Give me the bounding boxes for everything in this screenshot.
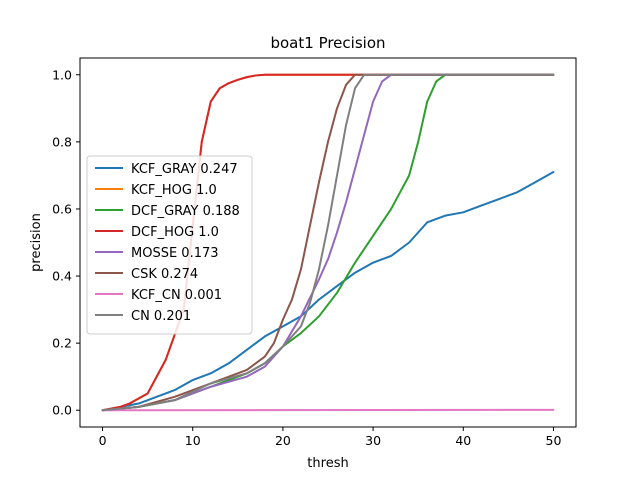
plot-area bbox=[101, 73, 555, 412]
legend-entry-label: DCF_GRAY 0.188 bbox=[131, 204, 240, 219]
series-line-3 bbox=[101, 73, 555, 412]
y-tick-label: 0.4 bbox=[52, 269, 72, 284]
x-tick-label: 0 bbox=[99, 433, 107, 448]
y-tick-label: 0.2 bbox=[52, 336, 72, 351]
y-axis-label: precision bbox=[29, 213, 44, 272]
x-tick-label: 50 bbox=[546, 433, 562, 448]
chart-title: boat1 Precision bbox=[270, 34, 385, 52]
legend-entry-label: DCF_HOG 1.0 bbox=[131, 225, 219, 240]
series-line-5 bbox=[101, 73, 555, 412]
series-line-4 bbox=[101, 73, 555, 412]
axis-ticks: 0 10 20 30 40 50 0.0 0.2 0.4 0.6 0.8 1.0 bbox=[52, 67, 561, 448]
x-tick-label: 30 bbox=[365, 433, 381, 448]
y-tick-label: 0.0 bbox=[52, 403, 72, 418]
legend-entry-label: KCF_HOG 1.0 bbox=[131, 183, 217, 198]
y-tick-label: 0.8 bbox=[52, 134, 72, 149]
legend: KCF_GRAY 0.247 KCF_HOG 1.0 DCF_GRAY 0.188 D… bbox=[86, 155, 253, 335]
y-tick-label: 0.6 bbox=[52, 201, 72, 216]
legend-entry-label: CSK 0.274 bbox=[131, 267, 198, 282]
legend-entry-label: KCF_GRAY 0.247 bbox=[131, 162, 238, 177]
x-tick-label: 20 bbox=[275, 433, 291, 448]
axes-frame bbox=[79, 57, 577, 428]
legend-box bbox=[86, 155, 253, 335]
series-line-8 bbox=[101, 73, 555, 412]
x-axis-label: thresh bbox=[307, 456, 348, 471]
legend-entry-label: CN 0.201 bbox=[131, 309, 191, 324]
x-tick-label: 10 bbox=[185, 433, 201, 448]
y-tick-label: 1.0 bbox=[52, 67, 72, 82]
x-tick-label: 40 bbox=[455, 433, 471, 448]
legend-entry-label: MOSSE 0.173 bbox=[131, 246, 219, 261]
series-line-1 bbox=[101, 171, 555, 412]
legend-entry-label: KCF_CN 0.001 bbox=[131, 288, 222, 303]
